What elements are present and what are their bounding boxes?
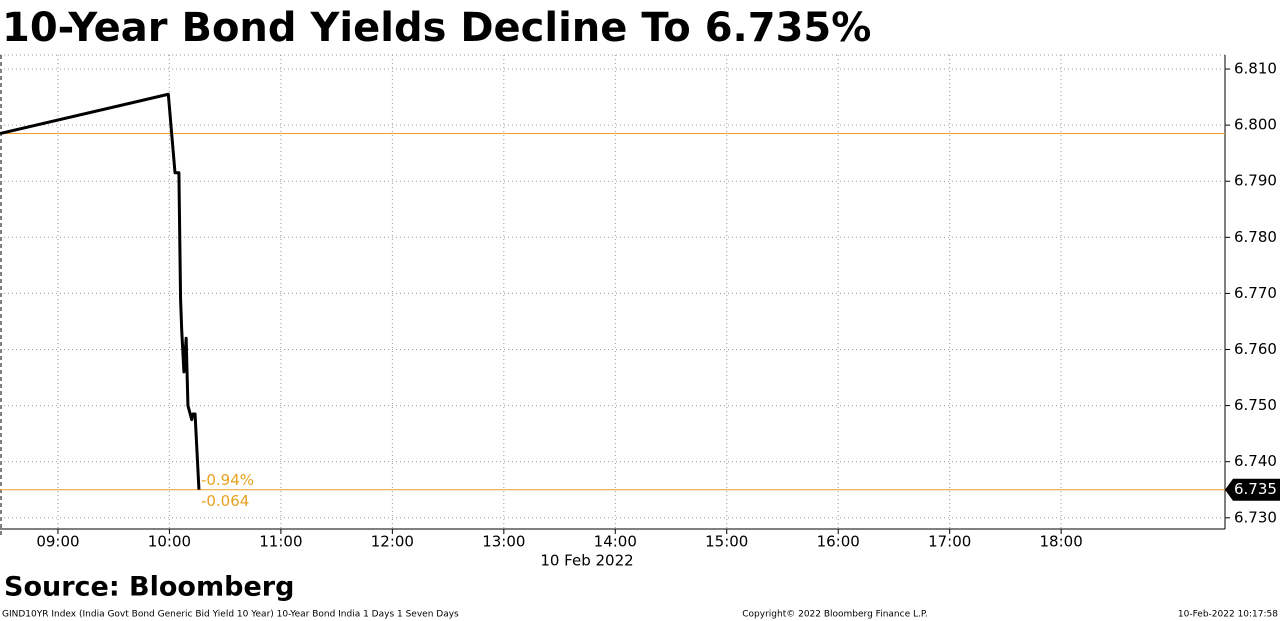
y-tick-label: 6.730 xyxy=(1234,508,1277,526)
x-tick-label: 11:00 xyxy=(259,533,302,551)
y-tick-label: 6.800 xyxy=(1234,116,1277,134)
x-tick-label: 15:00 xyxy=(705,533,748,551)
annotation: -0.94% xyxy=(201,471,254,489)
y-tick-label: 6.790 xyxy=(1234,172,1277,190)
y-tick-label: 6.740 xyxy=(1234,452,1277,470)
x-tick-label: 18:00 xyxy=(1040,533,1083,551)
source: Source: Bloomberg xyxy=(4,572,294,603)
x-tick-label: 10:00 xyxy=(148,533,191,551)
y-tick-label: 6.810 xyxy=(1234,60,1277,78)
footer-right: 10-Feb-2022 10:17:58 xyxy=(1178,610,1278,620)
last-value-box xyxy=(1225,478,1280,501)
x-axis-label: 10 Feb 2022 xyxy=(540,552,633,570)
y-tick-label: 6.760 xyxy=(1234,340,1277,358)
y-tick-label: 6.770 xyxy=(1234,284,1277,302)
line xyxy=(0,92,201,490)
chart-title: 10-Year Bond Yields Decline To 6.735% xyxy=(2,5,871,51)
x-tick-label: 17:00 xyxy=(928,533,971,551)
annotation: -0.064 xyxy=(201,492,249,510)
footer-center: Copyright© 2022 Bloomberg Finance L.P. xyxy=(742,610,927,620)
last-value-label: 6.735 xyxy=(1234,480,1277,498)
x-tick-label: 12:00 xyxy=(371,533,414,551)
footer-left: GIND10YR Index (India Govt Bond Generic … xyxy=(2,610,459,620)
x-tick-label: 14:00 xyxy=(594,533,637,551)
x-tick-label: 16:00 xyxy=(817,533,860,551)
y-tick-label: 6.750 xyxy=(1234,396,1277,414)
x-tick-label: 09:00 xyxy=(36,533,79,551)
x-tick-label: 13:00 xyxy=(482,533,525,551)
y-tick-label: 6.780 xyxy=(1234,228,1277,246)
